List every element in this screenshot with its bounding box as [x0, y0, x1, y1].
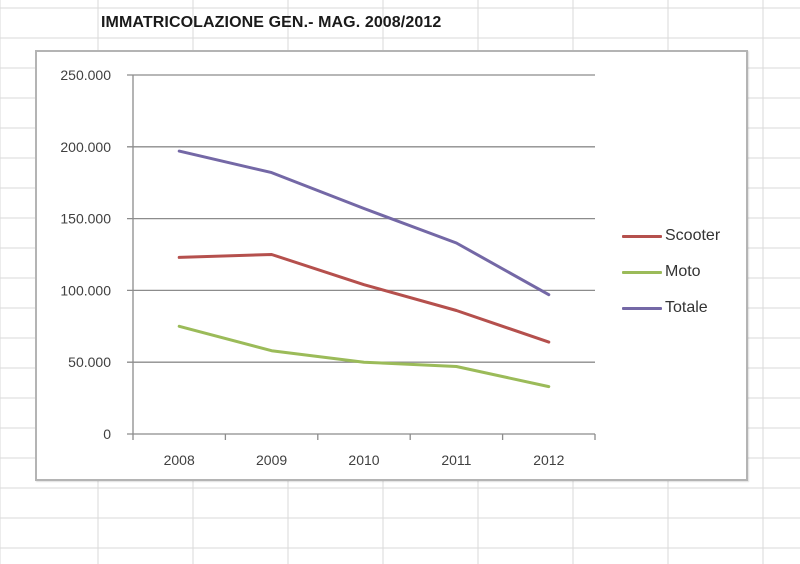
x-tick-label: 2008	[164, 452, 195, 468]
legend-swatch-scooter	[622, 234, 662, 238]
x-tick-label: 2009	[256, 452, 287, 468]
series-line-totale[interactable]	[177, 149, 551, 297]
y-tick-label: 250.000	[60, 67, 111, 83]
legend-label: Totale	[665, 299, 708, 316]
legend-swatch-moto	[622, 270, 662, 274]
chart-legend: Scooter Moto Totale	[622, 218, 720, 326]
x-tick-label: 2011	[441, 452, 471, 468]
legend-item-scooter: Scooter	[622, 218, 720, 254]
legend-item-totale: Totale	[622, 290, 720, 326]
legend-label: Scooter	[665, 227, 721, 244]
x-tick-label: 2010	[348, 452, 379, 468]
y-tick-label: 150.000	[60, 211, 111, 227]
series-line-scooter[interactable]	[177, 253, 551, 344]
x-tick-label: 2012	[533, 452, 564, 468]
y-tick-label: 200.000	[60, 139, 111, 155]
y-tick-label: 0	[103, 426, 111, 442]
chart-area[interactable]: 0 50.000 100.000 150.000 200.000 250.000 2008 2…	[35, 50, 748, 481]
legend-item-moto: Moto	[622, 254, 720, 290]
legend-label: Moto	[665, 263, 701, 280]
series-line-moto[interactable]	[177, 324, 551, 389]
chart-title: IMMATRICOLAZIONE GEN.- MAG. 2008/2012	[101, 14, 442, 31]
y-tick-label: 100.000	[60, 282, 111, 298]
y-tick-label: 50.000	[68, 354, 111, 370]
legend-swatch-totale	[622, 306, 662, 310]
plot-area: 0 50.000 100.000 150.000 200.000 250.000 2008 2…	[60, 67, 596, 468]
